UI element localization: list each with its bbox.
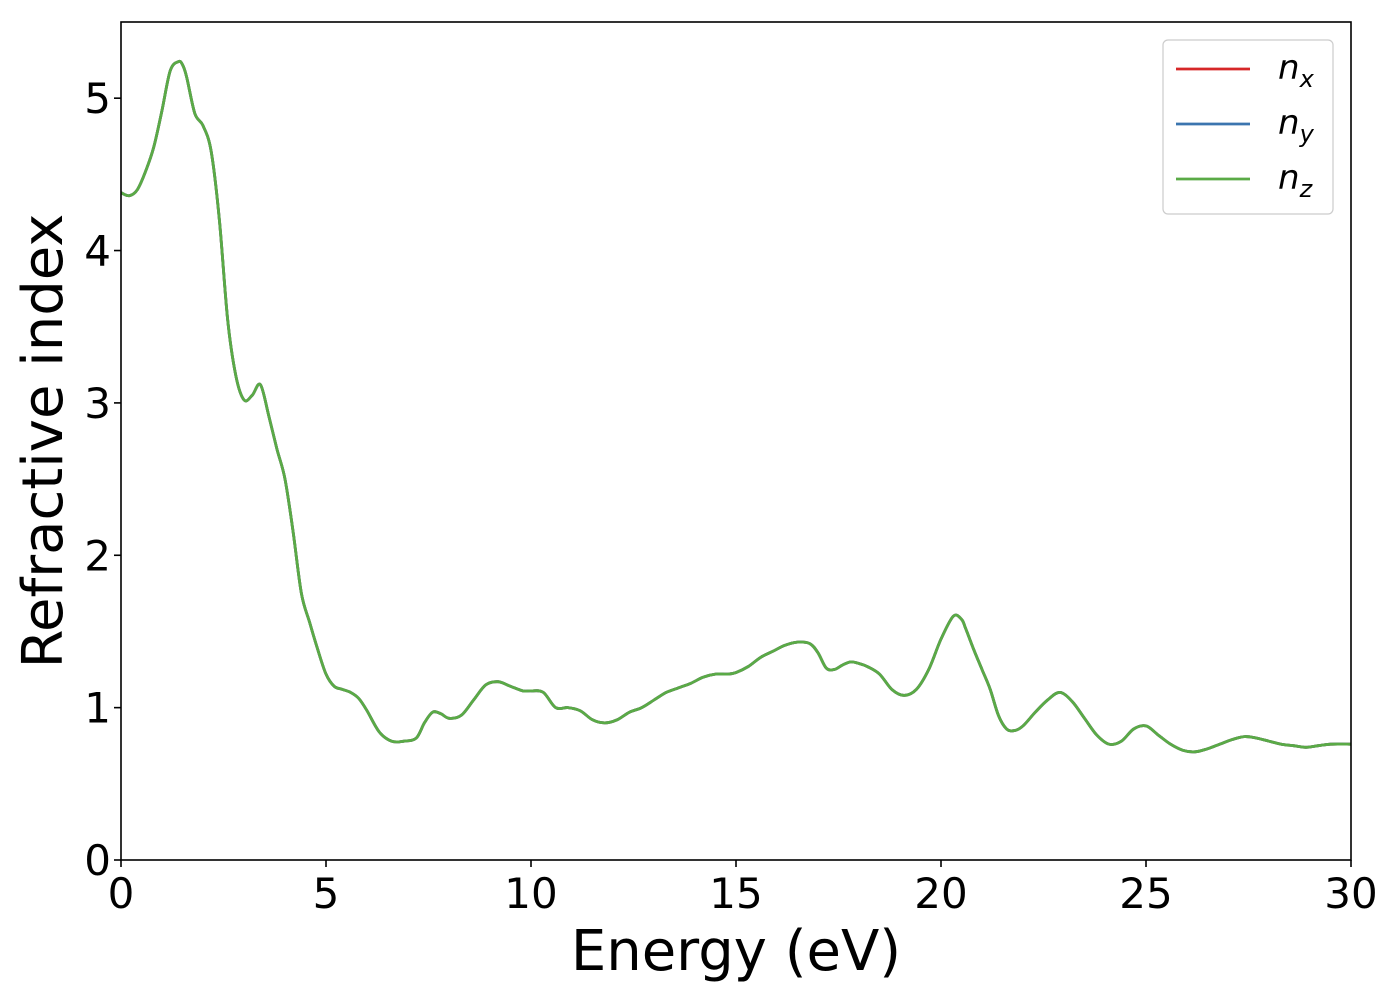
plot-background: [121, 22, 1351, 860]
legend-label: ny: [1278, 103, 1315, 148]
x-axis-ticks: 0 5 10 15 20 25 30: [108, 860, 1378, 918]
y-axis-ticks: 0 1 2 3 4 5: [84, 74, 121, 885]
legend-label: nz: [1278, 158, 1314, 203]
x-axis-title: Energy (eV): [571, 919, 901, 984]
x-tick-label: 15: [709, 869, 762, 918]
y-axis-title: Refractive index: [11, 214, 76, 669]
y-tick-label: 1: [84, 684, 111, 733]
y-tick-label: 2: [84, 531, 111, 580]
x-tick-label: 20: [914, 869, 967, 918]
series-layer: [120, 59, 1352, 754]
x-tick-label: 5: [313, 869, 340, 918]
legend-entries: nx ny nz: [1176, 48, 1315, 203]
legend: nx ny nz: [1162, 39, 1334, 215]
legend-box: [1162, 39, 1334, 215]
series-line-n-z: [120, 59, 1352, 754]
x-tick-label: 30: [1324, 869, 1377, 918]
x-tick-label: 25: [1119, 869, 1172, 918]
y-tick-label: 3: [84, 379, 111, 428]
x-tick-label: 10: [504, 869, 557, 918]
y-tick-label: 0: [84, 836, 111, 885]
y-tick-label: 5: [84, 74, 111, 123]
legend-label: nx: [1278, 48, 1315, 93]
y-tick-label: 4: [84, 227, 111, 276]
x-tick-label: 0: [108, 869, 135, 918]
